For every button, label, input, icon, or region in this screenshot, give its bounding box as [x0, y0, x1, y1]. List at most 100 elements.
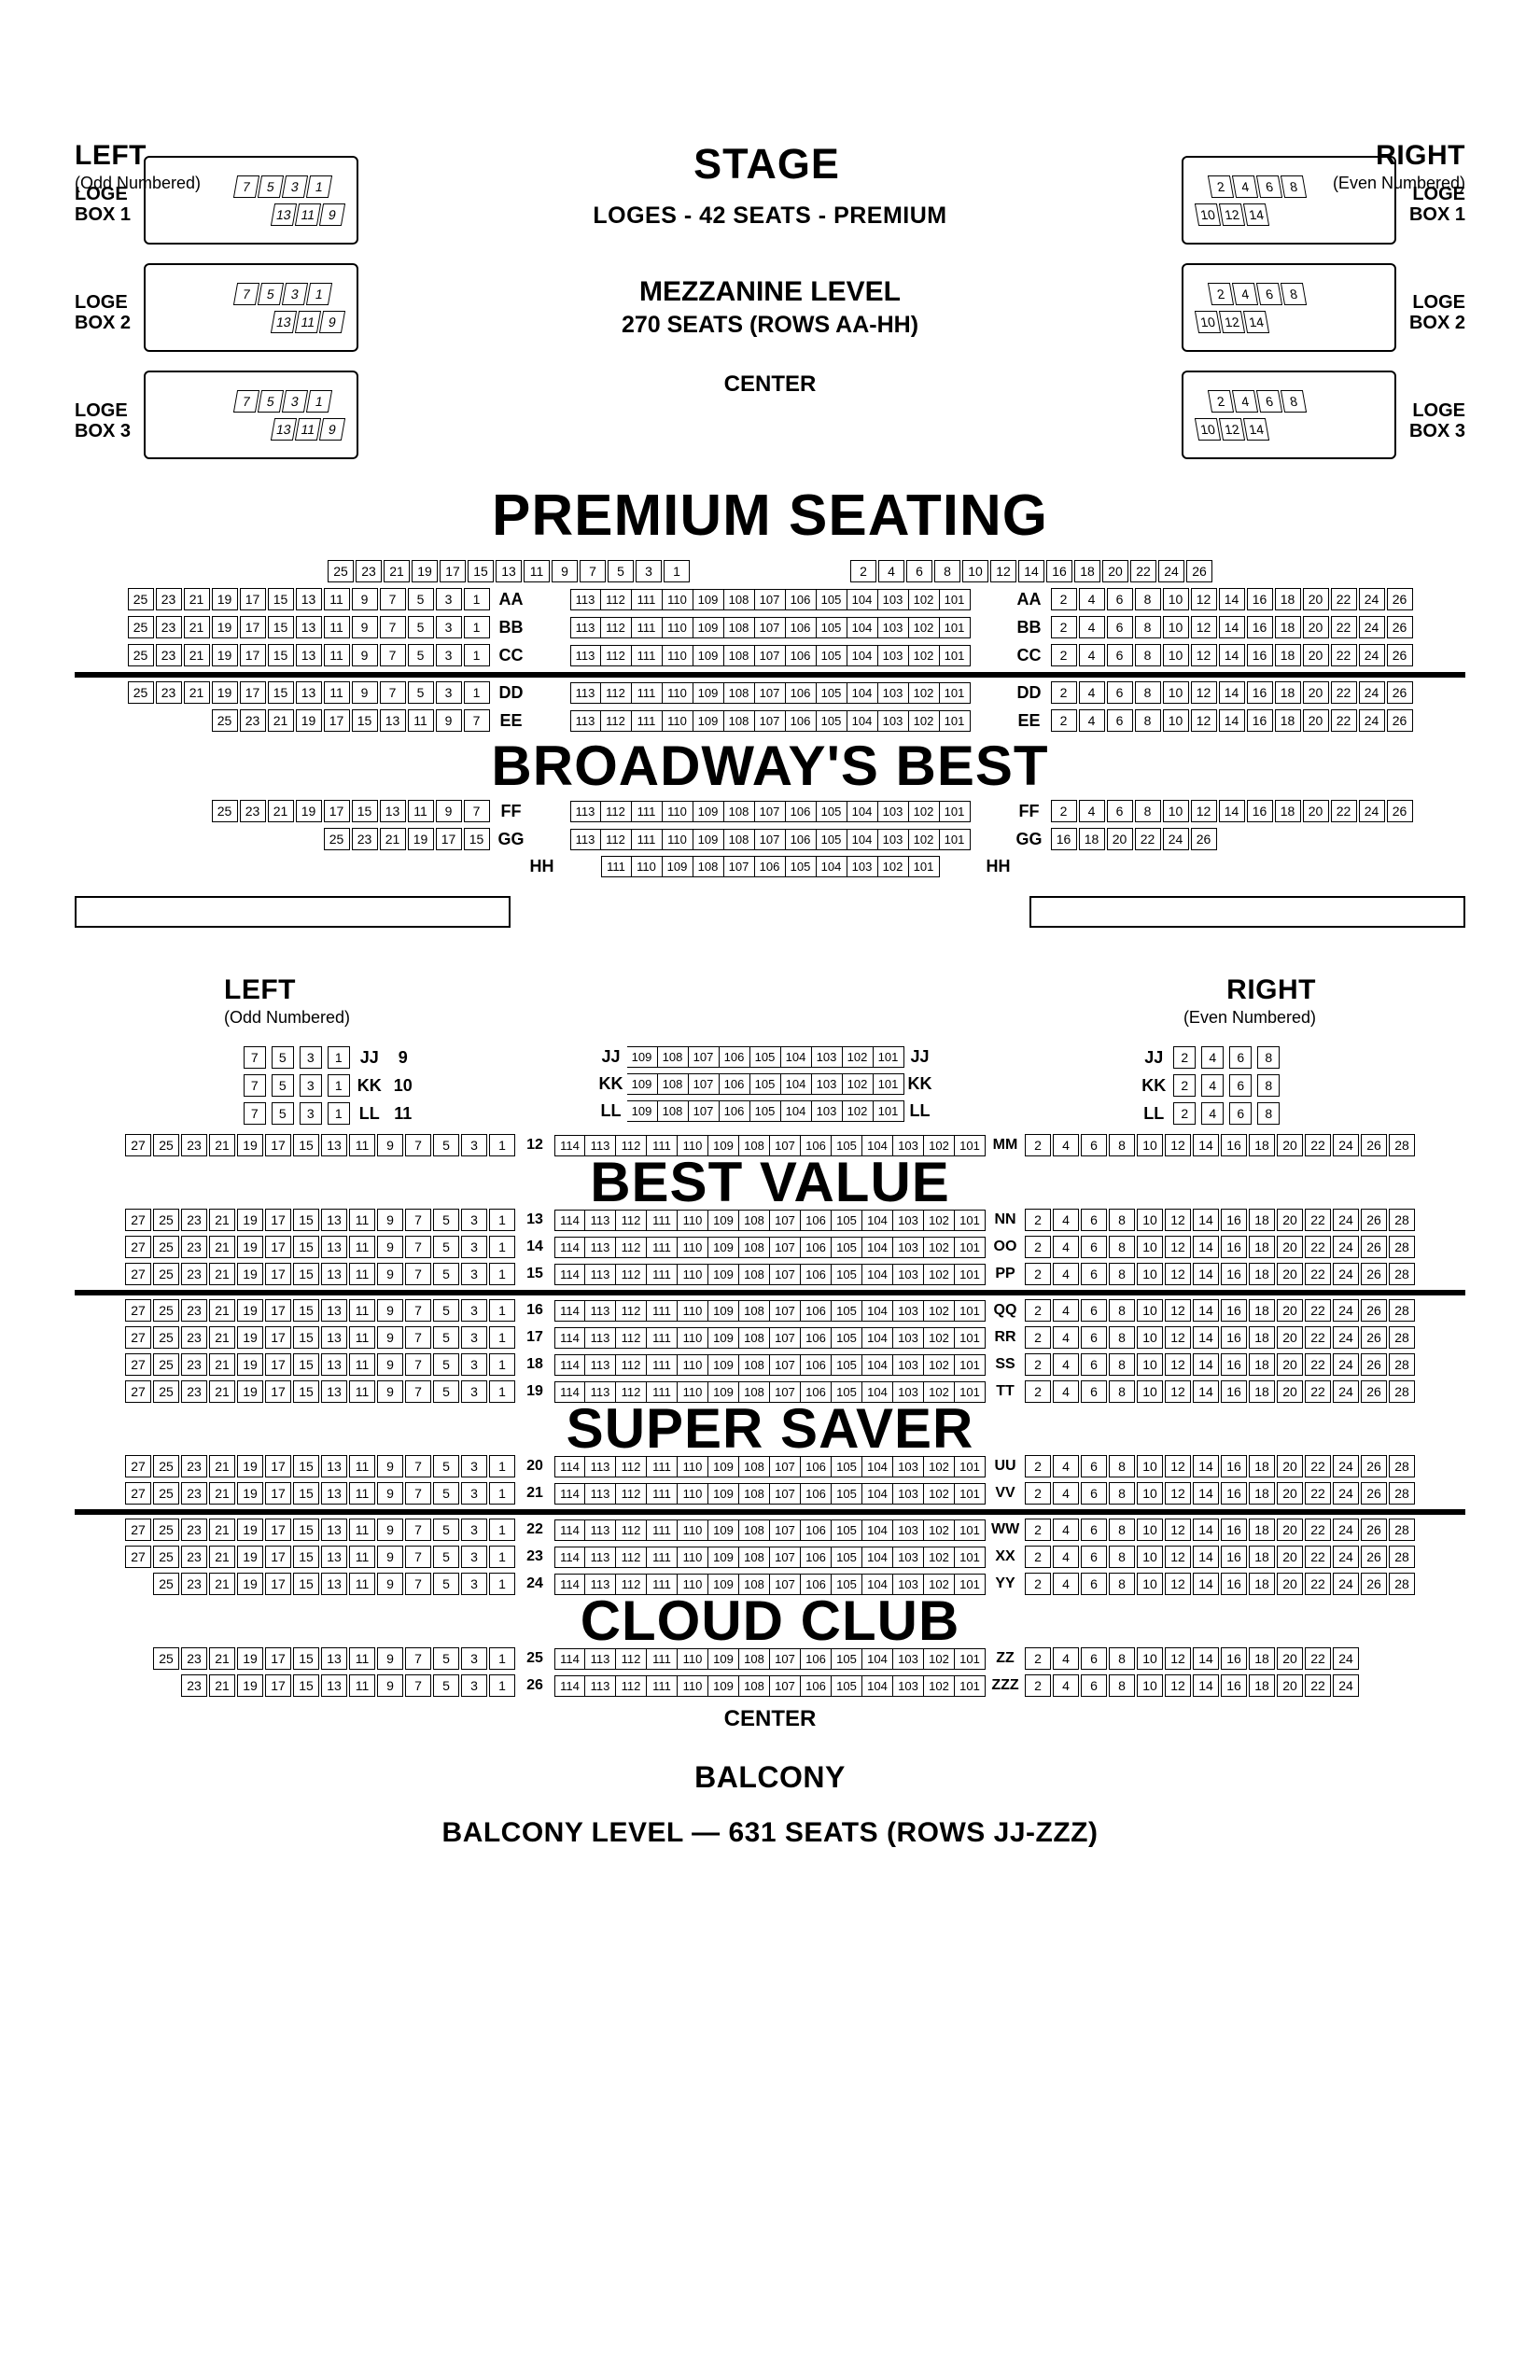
seat[interactable]: 12	[1165, 1380, 1191, 1403]
seat[interactable]: 6	[1081, 1299, 1107, 1322]
seat[interactable]: 101	[940, 589, 971, 610]
seat[interactable]: 106	[786, 617, 817, 638]
seat[interactable]: 112	[616, 1237, 647, 1258]
seat[interactable]: 102	[924, 1547, 955, 1568]
seat[interactable]: 110	[678, 1327, 708, 1349]
seat[interactable]: 23	[181, 1353, 207, 1376]
seat[interactable]: 16	[1247, 709, 1273, 732]
seat[interactable]: 16	[1221, 1647, 1247, 1670]
seat[interactable]: 14	[1193, 1326, 1219, 1349]
seat[interactable]: 21	[209, 1326, 235, 1349]
seat[interactable]: 10	[1163, 709, 1189, 732]
seat[interactable]: 109	[708, 1300, 739, 1322]
seat[interactable]: 12	[990, 560, 1016, 582]
seat[interactable]: 105	[832, 1210, 862, 1231]
seat[interactable]: 24	[1333, 1380, 1359, 1403]
seat[interactable]: 104	[862, 1354, 893, 1376]
seat[interactable]: 28	[1389, 1209, 1415, 1231]
seat[interactable]: 1	[489, 1299, 515, 1322]
seat[interactable]: 6	[1081, 1674, 1107, 1697]
seat[interactable]: 4	[1201, 1074, 1224, 1097]
seat[interactable]: 3	[436, 644, 462, 666]
seat[interactable]: 24	[1333, 1299, 1359, 1322]
seat[interactable]: 102	[924, 1237, 955, 1258]
seat[interactable]: 26	[1186, 560, 1212, 582]
seat[interactable]: 101	[955, 1237, 986, 1258]
seat[interactable]: 6	[1256, 175, 1282, 198]
seat[interactable]: 112	[601, 710, 632, 732]
seat[interactable]: 15	[268, 616, 294, 638]
seat[interactable]: 25	[153, 1482, 179, 1505]
seat[interactable]: 22	[1305, 1326, 1331, 1349]
seat[interactable]: 112	[616, 1354, 647, 1376]
seat[interactable]: 9	[436, 800, 462, 822]
seat[interactable]: 4	[1053, 1353, 1079, 1376]
seat[interactable]: 12	[1191, 588, 1217, 610]
seat[interactable]: 104	[817, 856, 847, 877]
seat[interactable]: 108	[724, 645, 755, 666]
seat[interactable]: 19	[237, 1674, 263, 1697]
seat[interactable]: 25	[153, 1236, 179, 1258]
seat[interactable]: 6	[1107, 681, 1133, 704]
seat[interactable]: 112	[601, 801, 632, 822]
seat[interactable]: 10	[1137, 1209, 1163, 1231]
seat[interactable]: 110	[678, 1354, 708, 1376]
seat[interactable]: 19	[296, 800, 322, 822]
seat[interactable]: 19	[237, 1326, 263, 1349]
seat[interactable]: 6	[1081, 1236, 1107, 1258]
seat[interactable]: 27	[125, 1263, 151, 1285]
seat[interactable]: 104	[862, 1547, 893, 1568]
seat[interactable]: 107	[755, 682, 786, 704]
seat[interactable]: 102	[924, 1264, 955, 1285]
seat[interactable]: 105	[750, 1100, 781, 1122]
seat[interactable]: 113	[585, 1648, 616, 1670]
seat[interactable]: 2	[1025, 1299, 1051, 1322]
seat[interactable]: 10	[1137, 1380, 1163, 1403]
seat[interactable]: 4	[1053, 1299, 1079, 1322]
seat[interactable]: 109	[708, 1648, 739, 1670]
seat[interactable]: 20	[1303, 588, 1329, 610]
seat[interactable]: 12	[1191, 644, 1217, 666]
seat[interactable]: 10	[1137, 1326, 1163, 1349]
seat[interactable]: 102	[924, 1327, 955, 1349]
seat[interactable]: 6	[1081, 1519, 1107, 1541]
seat[interactable]: 19	[408, 828, 434, 850]
seat[interactable]: 18	[1249, 1299, 1275, 1322]
seat[interactable]: 4	[1079, 709, 1105, 732]
seat[interactable]: 103	[847, 856, 878, 877]
seat[interactable]: 9	[377, 1455, 403, 1477]
seat[interactable]: 114	[554, 1135, 585, 1156]
seat[interactable]: 107	[724, 856, 755, 877]
seat[interactable]: 104	[862, 1210, 893, 1231]
seat[interactable]: 20	[1303, 616, 1329, 638]
seat[interactable]: 19	[212, 644, 238, 666]
seat[interactable]: 28	[1389, 1353, 1415, 1376]
seat[interactable]: 2	[1051, 588, 1077, 610]
seat[interactable]: 23	[156, 681, 182, 704]
seat[interactable]: 17	[324, 709, 350, 732]
seat[interactable]: 108	[739, 1648, 770, 1670]
seat[interactable]: 19	[237, 1546, 263, 1568]
seat[interactable]: 101	[955, 1264, 986, 1285]
seat[interactable]: 24	[1359, 588, 1385, 610]
seat[interactable]: 18	[1275, 709, 1301, 732]
seat[interactable]: 4	[878, 560, 904, 582]
seat[interactable]: 1	[489, 1674, 515, 1697]
seat[interactable]: 102	[909, 617, 940, 638]
seat[interactable]: 17	[240, 681, 266, 704]
seat[interactable]: 108	[658, 1100, 689, 1122]
seat[interactable]: 103	[893, 1648, 924, 1670]
seat[interactable]: 21	[380, 828, 406, 850]
seat[interactable]: 109	[627, 1073, 658, 1095]
seat[interactable]: 101	[955, 1456, 986, 1477]
seat[interactable]: 9	[377, 1263, 403, 1285]
seat[interactable]: 21	[209, 1455, 235, 1477]
seat[interactable]: 9	[352, 588, 378, 610]
seat[interactable]: 9	[352, 681, 378, 704]
seat[interactable]: 9	[377, 1482, 403, 1505]
seat[interactable]: 19	[237, 1647, 263, 1670]
seat[interactable]: 12	[1165, 1573, 1191, 1595]
seat[interactable]: 6	[1107, 616, 1133, 638]
seat[interactable]: 27	[125, 1482, 151, 1505]
seat[interactable]: 9	[352, 644, 378, 666]
